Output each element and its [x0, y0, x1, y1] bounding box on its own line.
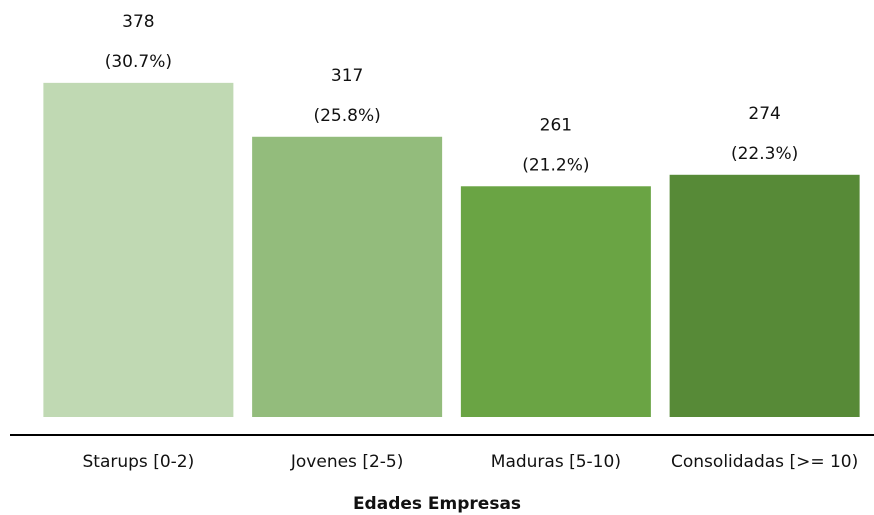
percent-label: (30.7%): [105, 52, 172, 72]
value-label: 261: [540, 115, 572, 135]
bar: [43, 82, 234, 418]
bar: [460, 186, 651, 417]
x-axis-label: Edades Empresas: [353, 494, 521, 514]
percent-label: (25.8%): [313, 106, 380, 126]
value-label: 317: [331, 66, 363, 86]
bar: [669, 174, 860, 417]
x-tick-label: Maduras [5-10): [491, 452, 621, 472]
x-tick-label: Jovenes [2-5): [290, 452, 403, 472]
percent-label: (22.3%): [731, 144, 798, 164]
percent-label: (21.2%): [522, 155, 589, 175]
value-label: 274: [748, 104, 780, 124]
bar: [252, 136, 443, 417]
value-label: 378: [122, 12, 154, 32]
x-tick-label: Consolidadas [>= 10): [671, 452, 858, 472]
x-tick-label: Starups [0-2): [83, 452, 195, 472]
